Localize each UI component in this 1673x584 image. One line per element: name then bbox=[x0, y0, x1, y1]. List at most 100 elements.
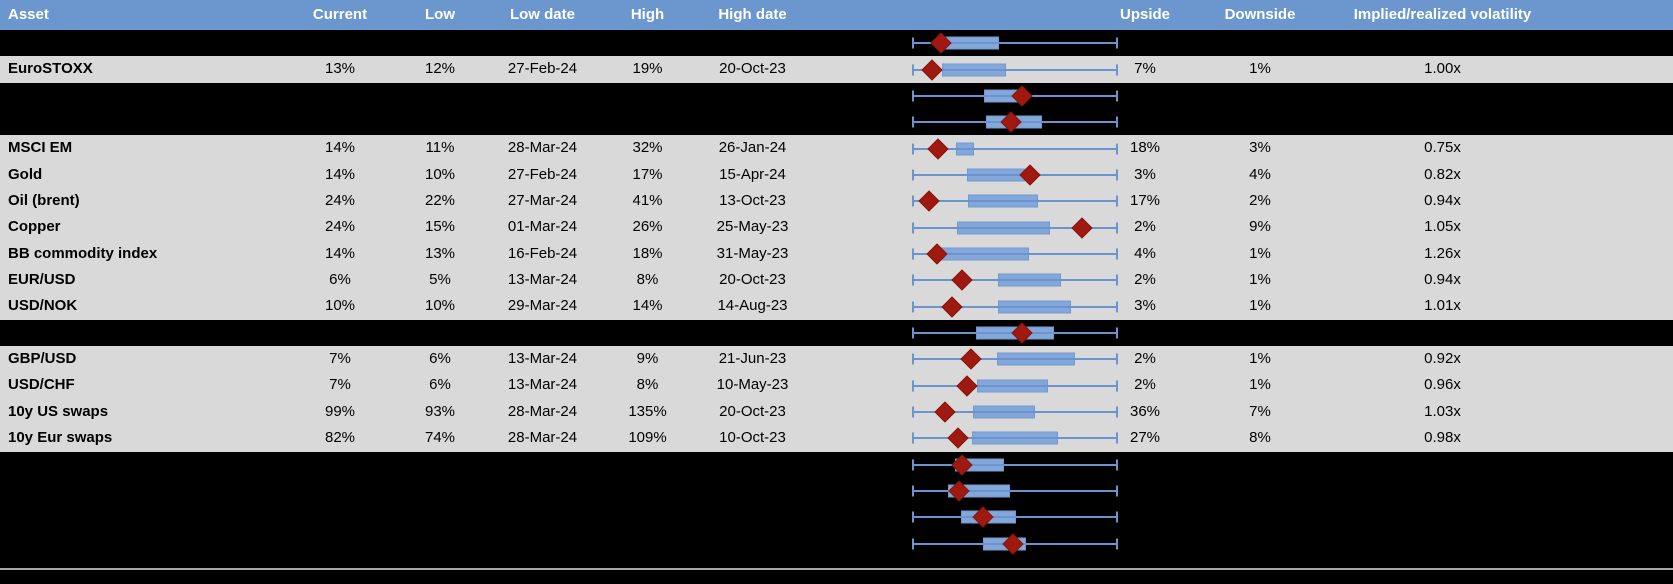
cell-low-date: 27-Feb-24 bbox=[507, 165, 578, 183]
cell-low-date bbox=[480, 504, 605, 530]
cell-high: 135% bbox=[628, 402, 667, 420]
cell-asset bbox=[8, 531, 278, 557]
hidden-row bbox=[0, 530, 1673, 557]
whisker-cap-left bbox=[912, 459, 914, 471]
cell-downside: 3% bbox=[1249, 139, 1271, 157]
cell-asset: 10y US swaps bbox=[8, 402, 109, 420]
cell-low-date: 13-Mar-24 bbox=[507, 271, 578, 289]
cell-low-date: 28-Mar-24 bbox=[507, 402, 578, 420]
cell-implied-realized-volatility bbox=[1330, 452, 1555, 478]
hidden-row bbox=[0, 319, 1673, 347]
whisker-line bbox=[913, 147, 1117, 150]
cell-high bbox=[605, 320, 690, 346]
whisker-cap-left bbox=[912, 353, 914, 365]
boxplot bbox=[912, 135, 1118, 161]
hidden-row bbox=[0, 451, 1673, 478]
cell-downside: 8% bbox=[1249, 429, 1271, 447]
cell-high: 8% bbox=[636, 271, 659, 289]
cell-downside bbox=[1210, 30, 1310, 56]
cell-implied-realized-volatility: 1.03x bbox=[1424, 402, 1461, 420]
blank-hidden-row bbox=[0, 556, 1673, 568]
cell-low: 15% bbox=[424, 218, 456, 236]
whisker-cap-left bbox=[912, 380, 914, 392]
cell-high bbox=[605, 531, 690, 557]
whisker-cap-right bbox=[1116, 169, 1118, 181]
cell-current bbox=[280, 30, 400, 56]
cell-low: 12% bbox=[424, 60, 456, 78]
cell-current: 7% bbox=[329, 350, 351, 368]
cell-downside: 4% bbox=[1249, 165, 1271, 183]
cell-upside: 18% bbox=[1129, 139, 1161, 157]
cell-high-date bbox=[690, 478, 815, 504]
cell-low bbox=[400, 320, 480, 346]
cell-low-date: 01-Mar-24 bbox=[507, 218, 578, 236]
diamond-marker bbox=[921, 58, 943, 81]
cell-high-date: 15-Apr-24 bbox=[719, 165, 786, 183]
cell-implied-realized-volatility: 0.82x bbox=[1424, 165, 1461, 183]
cell-current bbox=[280, 320, 400, 346]
cell-high-date bbox=[690, 109, 815, 135]
boxplot bbox=[912, 399, 1118, 425]
cell-low: 11% bbox=[425, 139, 455, 157]
cell-low-date bbox=[480, 478, 605, 504]
cell-high-date: 21-Jun-23 bbox=[718, 350, 787, 368]
cell-high-date: 10-Oct-23 bbox=[719, 429, 786, 447]
col-header-downside: Downside bbox=[1224, 6, 1296, 23]
cell-low-date bbox=[480, 83, 605, 109]
cell-low-date: 16-Feb-24 bbox=[507, 244, 578, 262]
cell-asset: EuroSTOXX bbox=[8, 60, 93, 78]
whisker-cap-right bbox=[1116, 538, 1118, 550]
cell-upside: 27% bbox=[1129, 429, 1161, 447]
diamond-marker bbox=[947, 427, 969, 449]
cell-asset: BB commodity index bbox=[8, 244, 158, 262]
cell-low: 13% bbox=[424, 244, 456, 262]
hidden-row bbox=[0, 82, 1673, 110]
cell-high-date: 25-May-23 bbox=[716, 218, 789, 236]
cell-implied-realized-volatility bbox=[1330, 478, 1555, 504]
cell-implied-realized-volatility: 0.94x bbox=[1424, 192, 1461, 210]
cell-high-date bbox=[690, 452, 815, 478]
cell-implied-realized-volatility: 0.96x bbox=[1424, 376, 1461, 394]
cell-high: 9% bbox=[636, 350, 659, 368]
cell-implied-realized-volatility: 0.94x bbox=[1424, 271, 1461, 289]
cell-implied-realized-volatility: 1.05x bbox=[1424, 218, 1461, 236]
cell-current bbox=[280, 452, 400, 478]
cell-low: 5% bbox=[429, 271, 451, 289]
whisker-cap-right bbox=[1116, 248, 1118, 260]
whisker-cap-right bbox=[1116, 459, 1118, 471]
boxplot bbox=[912, 109, 1118, 135]
boxplot bbox=[912, 504, 1118, 530]
cell-asset: MSCI EM bbox=[8, 139, 73, 157]
cell-low bbox=[400, 109, 480, 135]
boxplot bbox=[912, 267, 1118, 293]
whisker-cap-right bbox=[1116, 432, 1118, 444]
cell-low bbox=[400, 452, 480, 478]
col-header-asset: Asset bbox=[8, 6, 49, 23]
col-header-upside: Upside bbox=[1119, 6, 1170, 23]
cell-asset: USD/NOK bbox=[8, 297, 78, 315]
cell-high bbox=[605, 452, 690, 478]
col-header-high: High bbox=[630, 6, 665, 23]
cell-low: 22% bbox=[424, 192, 456, 210]
cell-asset bbox=[8, 30, 278, 56]
hidden-row bbox=[0, 30, 1673, 57]
cell-downside: 1% bbox=[1249, 376, 1271, 394]
table-header-row: Asset Current Low Low date High High dat… bbox=[0, 0, 1673, 30]
cell-asset bbox=[8, 478, 278, 504]
cell-upside: 36% bbox=[1129, 402, 1161, 420]
cell-low-date: 29-Mar-24 bbox=[507, 297, 578, 315]
cell-current: 14% bbox=[324, 165, 356, 183]
cell-current: 10% bbox=[324, 297, 356, 315]
diamond-marker bbox=[956, 375, 978, 397]
diamond-marker bbox=[918, 190, 940, 212]
cell-implied-realized-volatility bbox=[1330, 504, 1555, 530]
cell-current: 24% bbox=[324, 192, 356, 210]
table-row: MSCI EM 14% 11% 28-Mar-24 32% 26-Jan-24 … bbox=[0, 135, 1673, 162]
cell-implied-realized-volatility: 0.98x bbox=[1424, 429, 1461, 447]
whisker-cap-left bbox=[912, 143, 914, 155]
whisker-cap-right bbox=[1116, 511, 1118, 523]
col-header-current: Current bbox=[312, 6, 368, 23]
cell-asset bbox=[8, 504, 278, 530]
diamond-marker bbox=[1071, 216, 1093, 239]
